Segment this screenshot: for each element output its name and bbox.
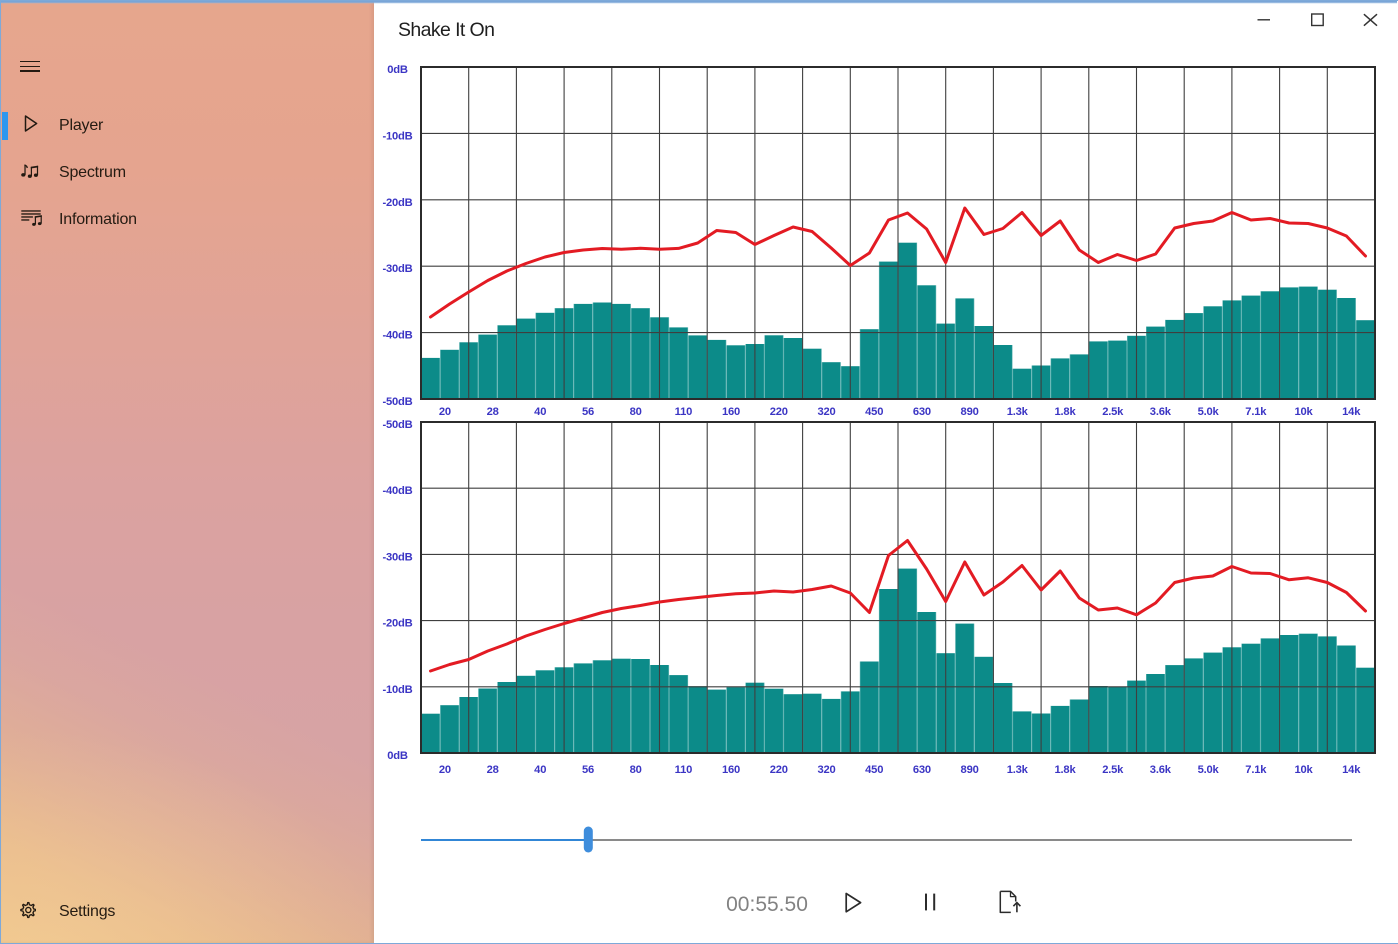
svg-text:-40dB: -40dB <box>382 330 412 342</box>
svg-text:1.3k: 1.3k <box>1007 764 1029 776</box>
svg-text:-40dB: -40dB <box>382 485 412 497</box>
svg-text:7.1k: 7.1k <box>1245 406 1267 418</box>
svg-text:0dB: 0dB <box>387 750 408 762</box>
svg-text:890: 890 <box>961 764 979 776</box>
svg-text:14k: 14k <box>1342 764 1361 776</box>
svg-text:220: 220 <box>770 764 788 776</box>
svg-text:14k: 14k <box>1342 406 1361 418</box>
svg-text:160: 160 <box>722 406 740 418</box>
svg-text:-20dB: -20dB <box>382 197 412 209</box>
svg-text:5.0k: 5.0k <box>1198 764 1220 776</box>
svg-text:3.6k: 3.6k <box>1150 406 1172 418</box>
svg-text:20: 20 <box>439 764 451 776</box>
svg-text:-50dB: -50dB <box>382 419 412 431</box>
svg-text:3.6k: 3.6k <box>1150 764 1172 776</box>
svg-text:320: 320 <box>817 406 835 418</box>
svg-text:28: 28 <box>487 764 499 776</box>
svg-text:-30dB: -30dB <box>382 263 412 275</box>
svg-text:20: 20 <box>439 406 451 418</box>
svg-text:5.0k: 5.0k <box>1198 406 1220 418</box>
svg-text:1.3k: 1.3k <box>1007 406 1029 418</box>
svg-text:7.1k: 7.1k <box>1245 764 1267 776</box>
svg-text:1.8k: 1.8k <box>1055 764 1077 776</box>
svg-text:890: 890 <box>961 406 979 418</box>
svg-text:450: 450 <box>865 406 883 418</box>
svg-text:450: 450 <box>865 764 883 776</box>
svg-text:56: 56 <box>582 406 594 418</box>
svg-text:2.5k: 2.5k <box>1102 406 1124 418</box>
svg-text:110: 110 <box>675 406 692 418</box>
svg-text:320: 320 <box>817 764 835 776</box>
svg-text:220: 220 <box>770 406 788 418</box>
svg-text:0dB: 0dB <box>387 64 408 76</box>
svg-text:2.5k: 2.5k <box>1102 764 1124 776</box>
svg-text:00:55.50: 00:55.50 <box>726 893 808 916</box>
svg-text:10k: 10k <box>1294 764 1313 776</box>
svg-text:110: 110 <box>675 764 692 776</box>
svg-text:56: 56 <box>582 764 594 776</box>
svg-text:-30dB: -30dB <box>382 551 412 563</box>
svg-text:-10dB: -10dB <box>382 684 412 696</box>
svg-text:40: 40 <box>534 764 546 776</box>
svg-text:630: 630 <box>913 406 931 418</box>
svg-text:-50dB: -50dB <box>382 396 412 408</box>
svg-text:28: 28 <box>487 406 499 418</box>
svg-text:630: 630 <box>913 764 931 776</box>
svg-text:-10dB: -10dB <box>382 130 412 142</box>
svg-text:40: 40 <box>534 406 546 418</box>
svg-text:80: 80 <box>630 764 642 776</box>
svg-text:10k: 10k <box>1294 406 1313 418</box>
svg-text:-20dB: -20dB <box>382 618 412 630</box>
svg-text:1.8k: 1.8k <box>1055 406 1077 418</box>
svg-text:160: 160 <box>722 764 740 776</box>
svg-text:80: 80 <box>630 406 642 418</box>
